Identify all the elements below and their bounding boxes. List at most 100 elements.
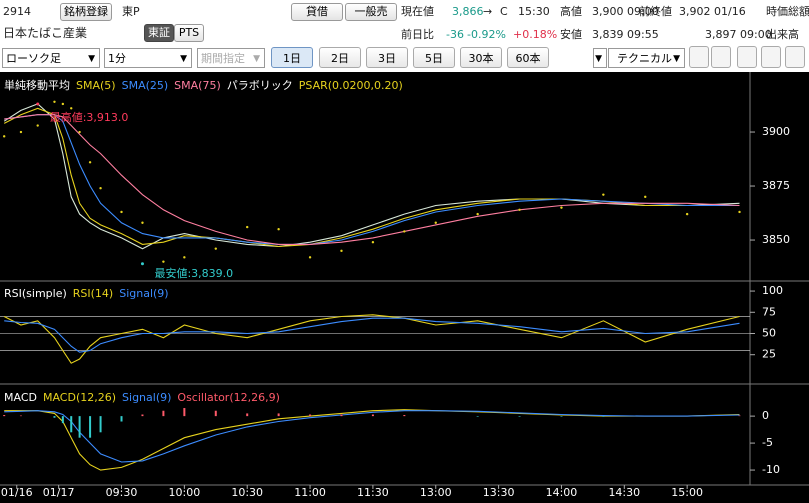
psar-dot: [53, 100, 56, 103]
oscillator-bar: [214, 410, 217, 417]
price-flag: C: [500, 5, 508, 18]
technical-select[interactable]: テクニカル: [608, 48, 685, 69]
oscillator-bar: [309, 414, 312, 417]
exchange-tab[interactable]: PTS: [174, 24, 204, 42]
area-tool[interactable]: [761, 46, 781, 68]
psar-dot: [183, 256, 186, 259]
series-line: [4, 317, 740, 353]
market: 東P: [122, 5, 140, 18]
x-tick-label: 13:30: [483, 486, 515, 499]
save-tool[interactable]: [785, 46, 805, 68]
oscillator-bar: [371, 414, 374, 417]
y-tick-label: 0: [762, 409, 769, 422]
series-line: [4, 114, 740, 245]
range-button[interactable]: 30本: [460, 47, 502, 68]
legend-item: SMA(75): [174, 79, 221, 92]
oscillator-bar: [476, 416, 479, 417]
y-tick-label: 3900: [762, 125, 790, 138]
oscillator-bar: [53, 416, 56, 418]
open-price: 3,897 09:00: [705, 28, 772, 41]
psar-dot: [88, 161, 92, 164]
period-select: 期間指定: [197, 48, 265, 69]
range-button[interactable]: 1日: [271, 47, 313, 68]
candle-tool[interactable]: [737, 46, 757, 68]
psar-dot: [120, 210, 123, 214]
range-button[interactable]: 3日: [366, 47, 408, 68]
legend-item: RSI(14): [73, 287, 113, 300]
y-tick-label: 100: [762, 284, 783, 297]
quote-label: 出来高: [766, 28, 799, 41]
psar-dot: [685, 212, 689, 216]
annotation-point: [140, 262, 144, 266]
legend-item: SMA(5): [76, 79, 116, 92]
x-tick-label: 14:30: [608, 486, 640, 499]
price-change-pct: -0.92%: [467, 28, 506, 41]
psar-dot: [2, 135, 6, 138]
y-tick-label: -5: [762, 436, 773, 449]
high-price: 3,900 09:00: [592, 5, 659, 18]
psar-dot: [162, 260, 165, 263]
range-button[interactable]: 60本: [507, 47, 549, 68]
x-tick-label: 10:30: [231, 486, 263, 499]
range-button[interactable]: 2日: [319, 47, 361, 68]
psar-dot: [371, 240, 375, 244]
legend-item: MACD: [4, 391, 37, 404]
quote-label: 安値: [560, 28, 582, 41]
quote-label: 高値: [560, 5, 582, 18]
current-price: 3,866: [452, 5, 484, 18]
range-button[interactable]: 5日: [413, 47, 455, 68]
quote-label: 前日比: [401, 28, 434, 41]
x-tick-label: 13:00: [420, 486, 452, 499]
psar-dot: [141, 221, 144, 224]
series-line: [4, 410, 740, 463]
oscillator-bar: [70, 416, 73, 433]
psar-dot: [246, 225, 249, 229]
price-time: 15:30: [518, 5, 550, 18]
legend-item: MACD(12,26): [43, 391, 116, 404]
order-button[interactable]: 一般売: [345, 3, 397, 21]
x-tick-label: 11:30: [357, 486, 389, 499]
order-button[interactable]: 貸借: [291, 3, 343, 21]
oscillator-bar: [19, 415, 22, 417]
interval-select[interactable]: 1分: [104, 48, 192, 69]
low-price: 3,839 09:55: [592, 28, 659, 41]
exchange-tab[interactable]: 東証: [144, 24, 174, 42]
x-tick-label: 09:30: [106, 486, 138, 499]
extra-pct: +0.18%: [513, 28, 558, 41]
x-tick-label: 01/17: [43, 486, 75, 499]
y-tick-label: -10: [762, 463, 780, 476]
x-tick-label: 01/16: [1, 486, 33, 499]
y-tick-label: 75: [762, 305, 776, 318]
oscillator-bar: [560, 416, 563, 417]
price-change: -36: [446, 28, 464, 41]
psar-dot: [340, 249, 343, 253]
zoom-tool[interactable]: [711, 46, 731, 68]
draw-tool[interactable]: [689, 46, 709, 68]
legend-item: SMA(25): [122, 79, 169, 92]
oscillator-bar: [602, 416, 605, 417]
psar-dot: [518, 208, 521, 211]
oscillator-bar: [183, 408, 186, 417]
quote-label: 前終値: [639, 5, 672, 18]
psar-dot: [403, 230, 406, 233]
chart-type-select[interactable]: ローソク足: [2, 48, 100, 69]
psar-dot: [277, 228, 280, 231]
oscillator-bar: [141, 414, 144, 417]
series-line: [3, 314, 740, 364]
y-tick-label: 50: [762, 326, 776, 339]
legend-item: 単純移動平均: [4, 78, 70, 92]
register-button[interactable]: 銘柄登録: [60, 3, 112, 21]
psar-dot: [644, 195, 647, 199]
oscillator-bar: [3, 415, 6, 417]
technical-dropdown[interactable]: [593, 48, 607, 69]
oscillator-bar: [518, 416, 521, 417]
psar-dot: [308, 256, 312, 259]
x-tick-label: 15:00: [671, 486, 703, 499]
legend-item: Signal(9): [119, 287, 168, 300]
oscillator-bar: [99, 416, 102, 433]
stock-name: 日本たばこ産業: [3, 26, 88, 40]
x-tick-label: 10:00: [169, 486, 201, 499]
legend-item: Oscillator(12,26,9): [177, 391, 279, 404]
oscillator-bar: [340, 414, 343, 417]
